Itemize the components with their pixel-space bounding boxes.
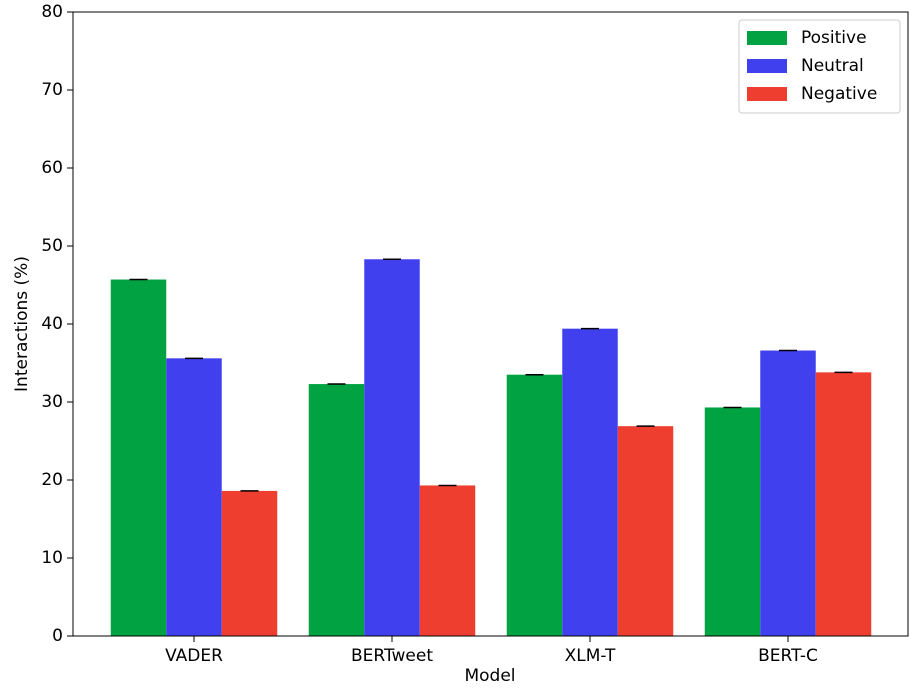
x-tick-label: BERT-C [758, 646, 818, 666]
legend-swatch [747, 87, 787, 101]
x-tick-label: VADER [165, 646, 223, 666]
y-tick-label: 70 [41, 80, 63, 100]
bar [166, 358, 222, 636]
bar [506, 374, 563, 636]
y-tick-label: 20 [41, 470, 63, 490]
bar [760, 350, 816, 636]
y-tick-label: 30 [41, 392, 63, 412]
y-tick-label: 40 [41, 314, 63, 334]
y-axis-label: Interactions (%) [12, 256, 32, 392]
bar [419, 485, 476, 636]
y-tick-label: 50 [41, 236, 63, 256]
bar [221, 490, 278, 636]
bar [308, 384, 365, 636]
x-axis-label: Model [464, 666, 515, 686]
legend-label: Negative [801, 84, 877, 104]
y-tick-label: 80 [41, 2, 63, 22]
legend-label: Neutral [801, 56, 864, 76]
y-tick-label: 10 [41, 548, 63, 568]
legend-label: Positive [801, 28, 867, 48]
bar [617, 426, 674, 636]
plot-frame [72, 11, 909, 637]
y-tick-label: 60 [41, 158, 63, 178]
x-tick-label: BERTweet [351, 646, 433, 666]
y-tick-label: 0 [52, 626, 63, 646]
bar [110, 279, 167, 636]
bar [815, 372, 872, 636]
legend-swatch [747, 31, 787, 45]
legend-swatch [747, 59, 787, 73]
x-tick-label: XLM-T [565, 646, 616, 666]
bar [562, 328, 618, 636]
bar [704, 407, 761, 636]
bar [364, 259, 420, 636]
